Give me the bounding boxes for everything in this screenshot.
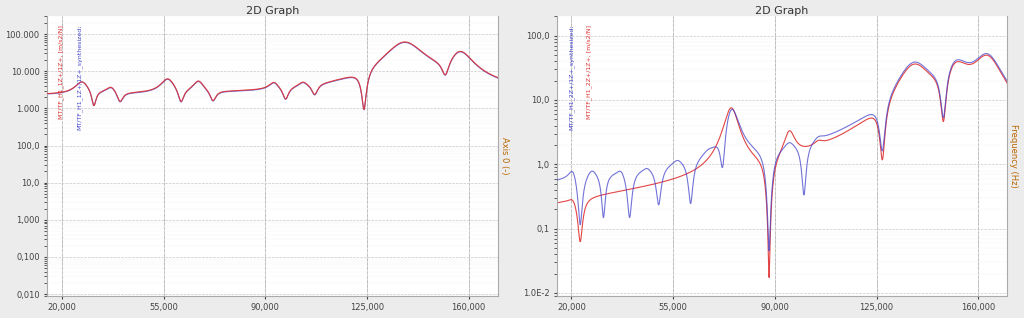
Y-axis label: Frequency (Hz): Frequency (Hz)	[1010, 124, 1019, 188]
Text: MT/TF_H1_1Z+/1Z+_synthesized;: MT/TF_H1_1Z+/1Z+_synthesized;	[77, 25, 82, 130]
Text: MT/TF_H1_2Z+/1Z+_synthesized;: MT/TF_H1_2Z+/1Z+_synthesized;	[568, 25, 573, 130]
Text: MT/TF_H1_2Z+/1Z+, [m/s2/N]: MT/TF_H1_2Z+/1Z+, [m/s2/N]	[586, 25, 592, 119]
Title: 2D Graph: 2D Graph	[756, 5, 809, 16]
Y-axis label: Axis 0 (-): Axis 0 (-)	[500, 137, 509, 175]
Title: 2D Graph: 2D Graph	[246, 5, 299, 16]
Text: MT/TF_H1_1Z+/1Z+, [m/s2/N]: MT/TF_H1_1Z+/1Z+, [m/s2/N]	[58, 25, 65, 119]
